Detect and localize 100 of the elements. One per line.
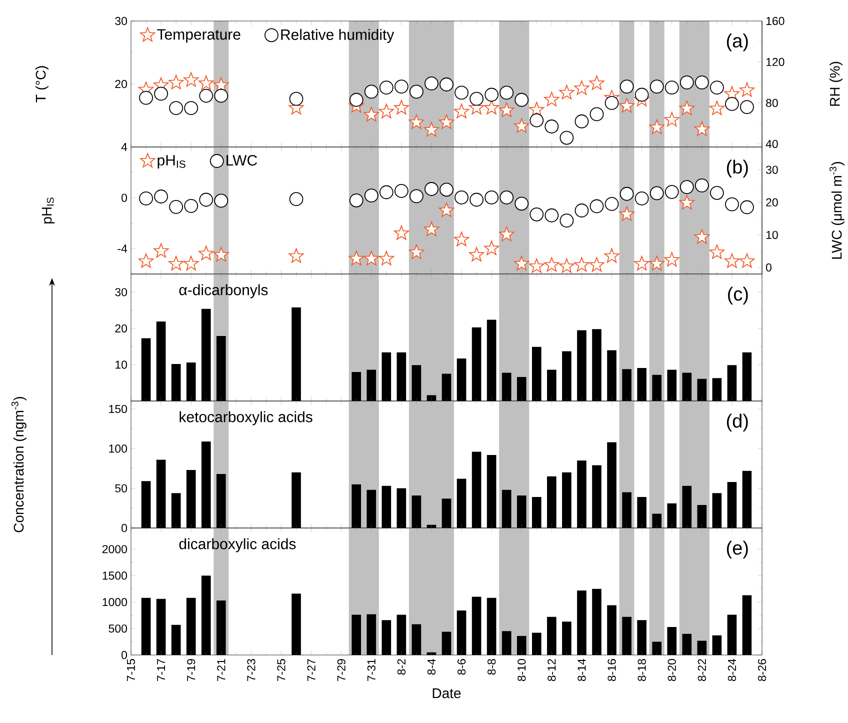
point: [364, 250, 379, 266]
point: [184, 256, 199, 270]
y-tick-label: 1500: [102, 572, 128, 580]
point: [514, 196, 529, 211]
point: [198, 75, 214, 90]
point: [514, 256, 530, 270]
point: [214, 194, 228, 208]
point: [394, 225, 410, 240]
x-tick-label: 7-23: [247, 659, 256, 681]
x-tick-label: 7-15: [127, 659, 136, 681]
point: [198, 246, 214, 260]
point: [424, 76, 438, 90]
point: [650, 186, 664, 200]
x-tick-label: 7-25: [277, 659, 286, 681]
y-axis-title: T (°C): [35, 66, 48, 102]
point: [349, 193, 364, 208]
point: [514, 118, 530, 133]
point: [649, 256, 664, 270]
x-tick-label: 8-2: [397, 659, 406, 675]
point: [499, 102, 514, 117]
annotation: (e): [726, 540, 748, 558]
y2-axis-title: RH (%): [830, 62, 843, 106]
point: [574, 257, 590, 272]
y-tick-label: 20: [115, 324, 128, 332]
point: [679, 100, 694, 116]
y-tick-label: 0: [122, 524, 128, 532]
y-tick-label: 20: [115, 80, 128, 88]
x-tick-label: 8-10: [518, 658, 526, 682]
annotation: (d): [726, 414, 748, 432]
y-tick-label: 1000: [102, 598, 128, 606]
point: [499, 226, 514, 242]
x-tick-label: 7-29: [337, 659, 346, 681]
x-tick-label: 8-14: [578, 658, 586, 682]
point: [500, 86, 514, 100]
point: [438, 114, 454, 129]
point: [378, 104, 394, 118]
point: [184, 72, 199, 87]
x-tick-label: 8-12: [548, 659, 556, 682]
point: [364, 84, 378, 99]
point: [138, 253, 154, 268]
point: [604, 248, 620, 263]
point: [529, 258, 544, 273]
point: [619, 98, 634, 113]
point: [349, 92, 364, 107]
point: [468, 246, 484, 262]
point: [559, 84, 574, 100]
point: [544, 92, 560, 106]
point: [634, 256, 650, 270]
point: [410, 84, 424, 99]
point: [153, 243, 169, 258]
point: [619, 206, 634, 221]
y2-tick-label: 40: [766, 140, 778, 148]
y-tick-label: 0: [122, 194, 128, 202]
y2-tick-label: 80: [766, 98, 778, 108]
point: [694, 76, 709, 90]
annotation: (a): [726, 34, 748, 52]
point: [440, 182, 454, 197]
y-axis-title: Concentration (ngm$^{-3}$): [11, 396, 26, 532]
x-tick-label: 8-6: [457, 659, 466, 675]
point: [709, 244, 725, 259]
x-tick-label: 7-31: [367, 659, 376, 681]
point: [649, 120, 664, 134]
point: [424, 222, 440, 236]
y-tick-label: 30: [115, 288, 128, 296]
point: [364, 106, 379, 122]
x-tick-label: 7-17: [157, 659, 166, 681]
point: [454, 232, 470, 246]
point: [680, 180, 694, 194]
point: [724, 253, 740, 268]
point: [709, 100, 725, 116]
point: [574, 80, 590, 95]
x-tick-label: 8-20: [668, 658, 676, 682]
point: [739, 82, 755, 97]
point: [408, 244, 424, 259]
y2-tick-label: 0: [766, 263, 772, 272]
y2-axis-title: LWC (μmol m$^{-3}$): [830, 162, 844, 259]
point: [620, 186, 634, 201]
point: [544, 257, 560, 272]
x-tick-label: 8-24: [728, 658, 736, 682]
y-tick-label: 2000: [102, 545, 128, 554]
x-tick-label: 7-27: [307, 659, 316, 681]
point: [589, 75, 604, 90]
point: [378, 250, 394, 266]
x-tick-label: 7-19: [187, 659, 196, 681]
x-tick-label: 7-21: [217, 659, 226, 681]
point: [408, 114, 424, 129]
text: α-dicarbonyls: [179, 284, 268, 298]
y-tick-label: 500: [108, 624, 128, 633]
point: [440, 78, 454, 92]
y2-tick-label: 10: [766, 230, 778, 239]
point: [454, 104, 470, 118]
x-tick-label: 8-18: [638, 659, 646, 682]
legend-label: Temperature: [157, 29, 240, 43]
point: [694, 121, 710, 136]
x-tick-label: 8-16: [608, 659, 616, 682]
point: [424, 122, 440, 136]
y2-tick-label: 30: [766, 166, 778, 174]
x-axis-title: Date: [432, 688, 461, 698]
y-tick-label: 100: [109, 444, 128, 453]
y2-tick-label: 160: [766, 16, 784, 26]
